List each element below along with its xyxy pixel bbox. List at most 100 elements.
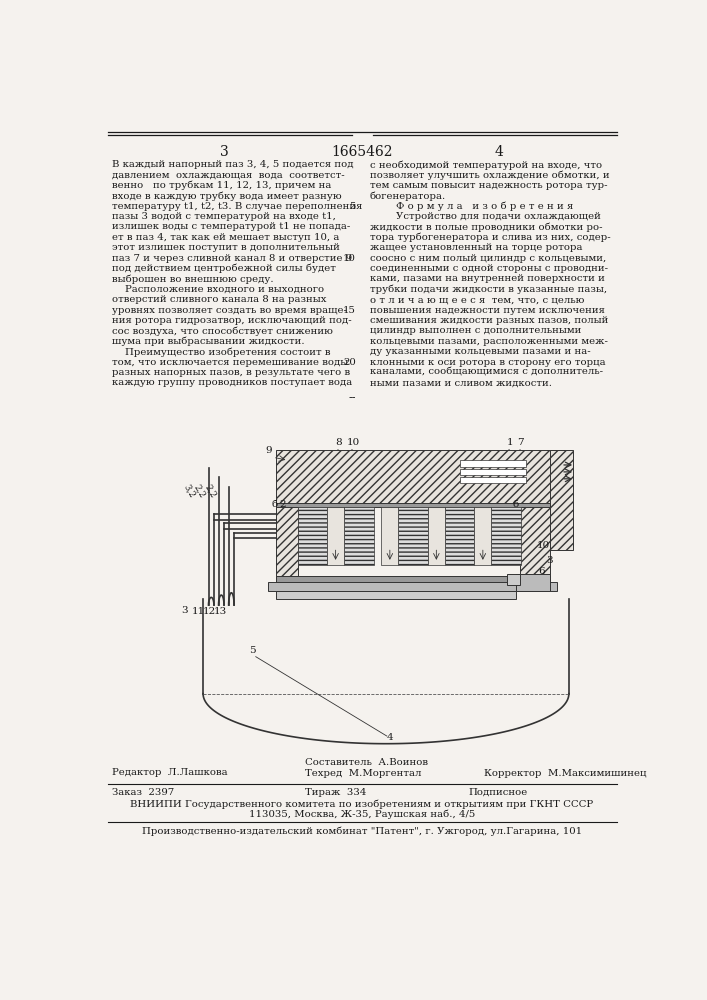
Text: 10: 10 bbox=[537, 541, 549, 550]
Text: выброшен во внешнюю среду.: выброшен во внешнюю среду. bbox=[112, 274, 273, 284]
Text: богенератора.: богенератора. bbox=[370, 191, 446, 201]
Text: соосно с ним полый цилиндр с кольцевыми,: соосно с ним полый цилиндр с кольцевыми, bbox=[370, 254, 606, 263]
Text: Тираж  334: Тираж 334 bbox=[305, 788, 367, 797]
Text: б: б bbox=[271, 500, 278, 509]
Text: --: -- bbox=[348, 393, 356, 403]
Text: 8: 8 bbox=[335, 438, 341, 447]
Text: 113035, Москва, Ж-35, Раушская наб., 4/5: 113035, Москва, Ж-35, Раушская наб., 4/5 bbox=[249, 809, 475, 819]
Text: кольцевыми пазами, расположенными меж-: кольцевыми пазами, расположенными меж- bbox=[370, 337, 607, 346]
Bar bbox=[507, 574, 520, 585]
Text: 3: 3 bbox=[220, 145, 228, 159]
Text: пазы 3 водой с температурой на входе t1,: пазы 3 водой с температурой на входе t1, bbox=[112, 212, 336, 221]
Text: ния ротора гидрозатвор, исключающий под-: ния ротора гидрозатвор, исключающий под- bbox=[112, 316, 351, 325]
Text: 5: 5 bbox=[349, 202, 356, 211]
Bar bbox=[381, 507, 398, 565]
Text: этот излишек поступит в дополнительный: этот излишек поступит в дополнительный bbox=[112, 243, 339, 252]
Text: Корректор  М.Максимишинец: Корректор М.Максимишинец bbox=[484, 769, 646, 778]
Text: Заказ  2397: Заказ 2397 bbox=[112, 788, 174, 797]
Text: 13: 13 bbox=[214, 607, 227, 616]
Text: Техред  М.Моргентал: Техред М.Моргентал bbox=[305, 769, 422, 778]
Text: 12: 12 bbox=[203, 607, 216, 616]
Text: 15: 15 bbox=[343, 306, 356, 315]
Text: цилиндр выполнен с дополнительными: цилиндр выполнен с дополнительными bbox=[370, 326, 581, 335]
Text: 1: 1 bbox=[507, 438, 513, 447]
Text: ками, пазами на внутренней поверхности и: ками, пазами на внутренней поверхности и bbox=[370, 274, 604, 283]
Text: жидкости в полые проводники обмотки ро-: жидкости в полые проводники обмотки ро- bbox=[370, 222, 602, 232]
Text: тора турбогенератора и слива из них, содер-: тора турбогенератора и слива из них, сод… bbox=[370, 233, 610, 242]
Text: 3,2: 3,2 bbox=[182, 483, 196, 499]
Bar bbox=[268, 582, 557, 591]
Text: 4: 4 bbox=[387, 733, 393, 742]
Text: отверстий сливного канала 8 на разных: отверстий сливного канала 8 на разных bbox=[112, 295, 326, 304]
Text: Расположение входного и выходного: Расположение входного и выходного bbox=[112, 285, 324, 294]
Text: 2,2: 2,2 bbox=[203, 483, 218, 499]
Text: смешивания жидкости разных пазов, полый: смешивания жидкости разных пазов, полый bbox=[370, 316, 608, 325]
Text: Составитель  А.Воинов: Составитель А.Воинов bbox=[305, 758, 428, 767]
Bar bbox=[428, 507, 445, 565]
Text: ду указанными кольцевыми пазами и на-: ду указанными кольцевыми пазами и на- bbox=[370, 347, 590, 356]
Text: Преимущество изобретения состоит в: Преимущество изобретения состоит в bbox=[112, 347, 330, 357]
Text: 11: 11 bbox=[192, 607, 206, 616]
Bar bbox=[460, 460, 526, 466]
Bar bbox=[460, 469, 526, 475]
Text: венно   по трубкам 11, 12, 13, причем на: венно по трубкам 11, 12, 13, причем на bbox=[112, 181, 331, 190]
Bar bbox=[516, 574, 549, 591]
Bar bbox=[276, 503, 549, 507]
Text: 3: 3 bbox=[547, 556, 553, 565]
Text: ВНИИПИ Государственного комитета по изобретениям и открытиям при ГКНТ СССР: ВНИИПИ Государственного комитета по изоб… bbox=[130, 799, 593, 809]
Text: входе в каждую трубку вода имеет разную: входе в каждую трубку вода имеет разную bbox=[112, 191, 341, 201]
Bar bbox=[327, 507, 344, 565]
Bar bbox=[445, 507, 474, 565]
Text: о т л и ч а ю щ е е с я  тем, что, с целью: о т л и ч а ю щ е е с я тем, что, с цель… bbox=[370, 295, 584, 304]
Bar bbox=[460, 477, 526, 483]
Text: 4: 4 bbox=[495, 145, 503, 159]
Bar bbox=[276, 505, 298, 578]
Text: 2,2: 2,2 bbox=[192, 483, 207, 499]
Text: Ф о р м у л а   и з о б р е т е н и я: Ф о р м у л а и з о б р е т е н и я bbox=[370, 202, 573, 211]
Bar bbox=[491, 507, 521, 565]
Text: с необходимой температурой на входе, что: с необходимой температурой на входе, что bbox=[370, 160, 602, 170]
Text: 2: 2 bbox=[280, 500, 286, 509]
Text: 3: 3 bbox=[182, 606, 188, 615]
Text: 7: 7 bbox=[517, 438, 524, 447]
Text: паз 7 и через сливной канал 8 и отверстие 9: паз 7 и через сливной канал 8 и отверсти… bbox=[112, 254, 352, 263]
Text: под действием центробежной силы будет: под действием центробежной силы будет bbox=[112, 264, 336, 273]
Bar bbox=[474, 507, 491, 565]
Text: каждую группу проводников поступает вода: каждую группу проводников поступает вода bbox=[112, 378, 352, 387]
Text: том, что исключается перемешивание воды: том, что исключается перемешивание воды bbox=[112, 358, 348, 367]
Text: тем самым повысит надежность ротора тур-: тем самым повысит надежность ротора тур- bbox=[370, 181, 607, 190]
Text: б: б bbox=[513, 500, 518, 509]
Text: позволяет улучшить охлаждение обмотки, и: позволяет улучшить охлаждение обмотки, и bbox=[370, 170, 609, 180]
Text: 9: 9 bbox=[265, 446, 271, 455]
Text: Подписное: Подписное bbox=[468, 788, 527, 797]
Text: сос воздуха, что способствует снижению: сос воздуха, что способствует снижению bbox=[112, 326, 332, 336]
Bar bbox=[276, 450, 566, 505]
Text: В каждый напорный паз 3, 4, 5 подается под: В каждый напорный паз 3, 4, 5 подается п… bbox=[112, 160, 353, 169]
Text: излишек воды с температурой t1 не попада-: излишек воды с температурой t1 не попада… bbox=[112, 222, 350, 231]
Text: Устройство для подачи охлаждающей: Устройство для подачи охлаждающей bbox=[370, 212, 600, 221]
Text: разных напорных пазов, в результате чего в: разных напорных пазов, в результате чего… bbox=[112, 368, 350, 377]
Text: 1665462: 1665462 bbox=[331, 145, 392, 159]
Text: температуру t1, t2, t3. В случае переполнения: температуру t1, t2, t3. В случае перепол… bbox=[112, 202, 362, 211]
Text: ет в паз 4, так как ей мешает выступ 10, а: ет в паз 4, так как ей мешает выступ 10,… bbox=[112, 233, 339, 242]
Bar bbox=[520, 505, 549, 574]
Text: 6: 6 bbox=[539, 567, 545, 576]
Text: трубки подачи жидкости в указанные пазы,: трубки подачи жидкости в указанные пазы, bbox=[370, 285, 607, 294]
Text: давлением  охлаждающая  вода  соответст-: давлением охлаждающая вода соответст- bbox=[112, 170, 344, 179]
Text: уровнях позволяет создать во время враще-: уровнях позволяет создать во время враще… bbox=[112, 306, 346, 315]
Bar bbox=[276, 591, 516, 599]
Bar bbox=[276, 576, 549, 584]
Text: шума при выбрасывании жидкости.: шума при выбрасывании жидкости. bbox=[112, 337, 304, 346]
Text: ными пазами и сливом жидкости.: ными пазами и сливом жидкости. bbox=[370, 378, 551, 387]
Text: 10: 10 bbox=[347, 438, 361, 447]
Text: Производственно-издательский комбинат "Патент", г. Ужгород, ул.Гагарина, 101: Производственно-издательский комбинат "П… bbox=[142, 826, 582, 836]
Bar bbox=[344, 507, 373, 565]
Text: Редактор  Л.Лашкова: Редактор Л.Лашкова bbox=[112, 768, 227, 777]
Text: 5: 5 bbox=[249, 646, 255, 655]
Text: жащее установленный на торце ротора: жащее установленный на торце ротора bbox=[370, 243, 582, 252]
Bar bbox=[398, 507, 428, 565]
Bar bbox=[298, 507, 327, 565]
Text: каналами, сообщающимися с дополнитель-: каналами, сообщающимися с дополнитель- bbox=[370, 368, 602, 377]
Text: соединенными с одной стороны с проводни-: соединенными с одной стороны с проводни- bbox=[370, 264, 608, 273]
Text: повышения надежности путем исключения: повышения надежности путем исключения bbox=[370, 306, 604, 315]
